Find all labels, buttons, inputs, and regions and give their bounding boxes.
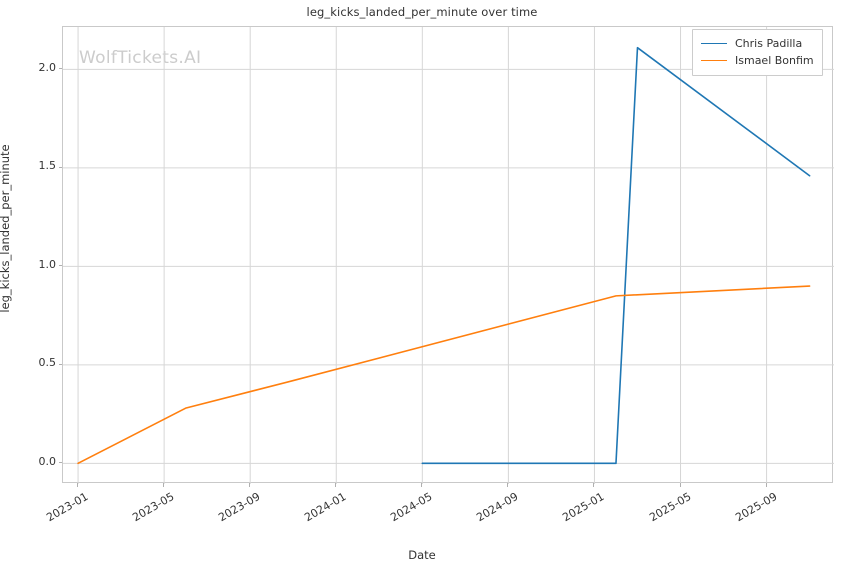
legend-color-swatch (701, 60, 727, 61)
y-tick-mark (58, 363, 62, 365)
y-tick-mark (58, 265, 62, 267)
legend-label: Chris Padilla (735, 37, 803, 50)
chart-legend: Chris Padilla Ismael Bonfim (692, 29, 823, 76)
x-tick-label: 2023-01 (44, 490, 91, 525)
x-tick-label: 2023-09 (216, 490, 263, 525)
y-tick-label: 0.0 (38, 454, 57, 468)
legend-label: Ismael Bonfim (735, 54, 814, 67)
y-tick-label: 1.5 (38, 159, 57, 173)
x-tick-label: 2025-09 (732, 490, 780, 525)
x-tick-label: 2023-05 (130, 490, 177, 525)
legend-color-swatch (701, 43, 727, 44)
x-tick-mark (765, 483, 767, 487)
y-tick-mark (58, 462, 62, 464)
y-tick-mark (58, 68, 62, 70)
chart-title: leg_kicks_landed_per_minute over time (306, 5, 538, 19)
x-tick-mark (507, 483, 509, 487)
series-line-0 (421, 46, 811, 465)
x-tick-mark (249, 483, 251, 487)
y-tick-label: 1.0 (38, 257, 57, 271)
grid-lines (63, 27, 834, 484)
x-tick-label: 2025-01 (560, 490, 607, 525)
x-tick-label: 2024-09 (474, 490, 521, 525)
x-tick-label: 2024-05 (388, 490, 435, 525)
x-tick-mark (593, 483, 595, 487)
series-line-1 (77, 285, 811, 465)
watermark: WolfTickets.AI (79, 48, 202, 68)
x-tick-mark (77, 483, 79, 487)
x-tick-label: 2024-01 (302, 490, 349, 525)
data-series-lines (77, 46, 811, 465)
y-tick-label: 0.5 (38, 356, 57, 370)
x-tick-mark (335, 483, 337, 487)
x-tick-mark (421, 483, 423, 487)
x-tick-mark (679, 483, 681, 487)
y-tick-mark (58, 166, 62, 168)
plot-area: WolfTickets.AI (62, 26, 834, 484)
x-axis-label: Date (408, 548, 436, 562)
legend-item[interactable]: Ismael Bonfim (701, 52, 814, 69)
legend-item[interactable]: Chris Padilla (701, 35, 814, 52)
x-tick-mark (163, 483, 165, 487)
x-tick-label: 2025-05 (646, 490, 694, 525)
y-tick-label: 2.0 (38, 60, 57, 74)
